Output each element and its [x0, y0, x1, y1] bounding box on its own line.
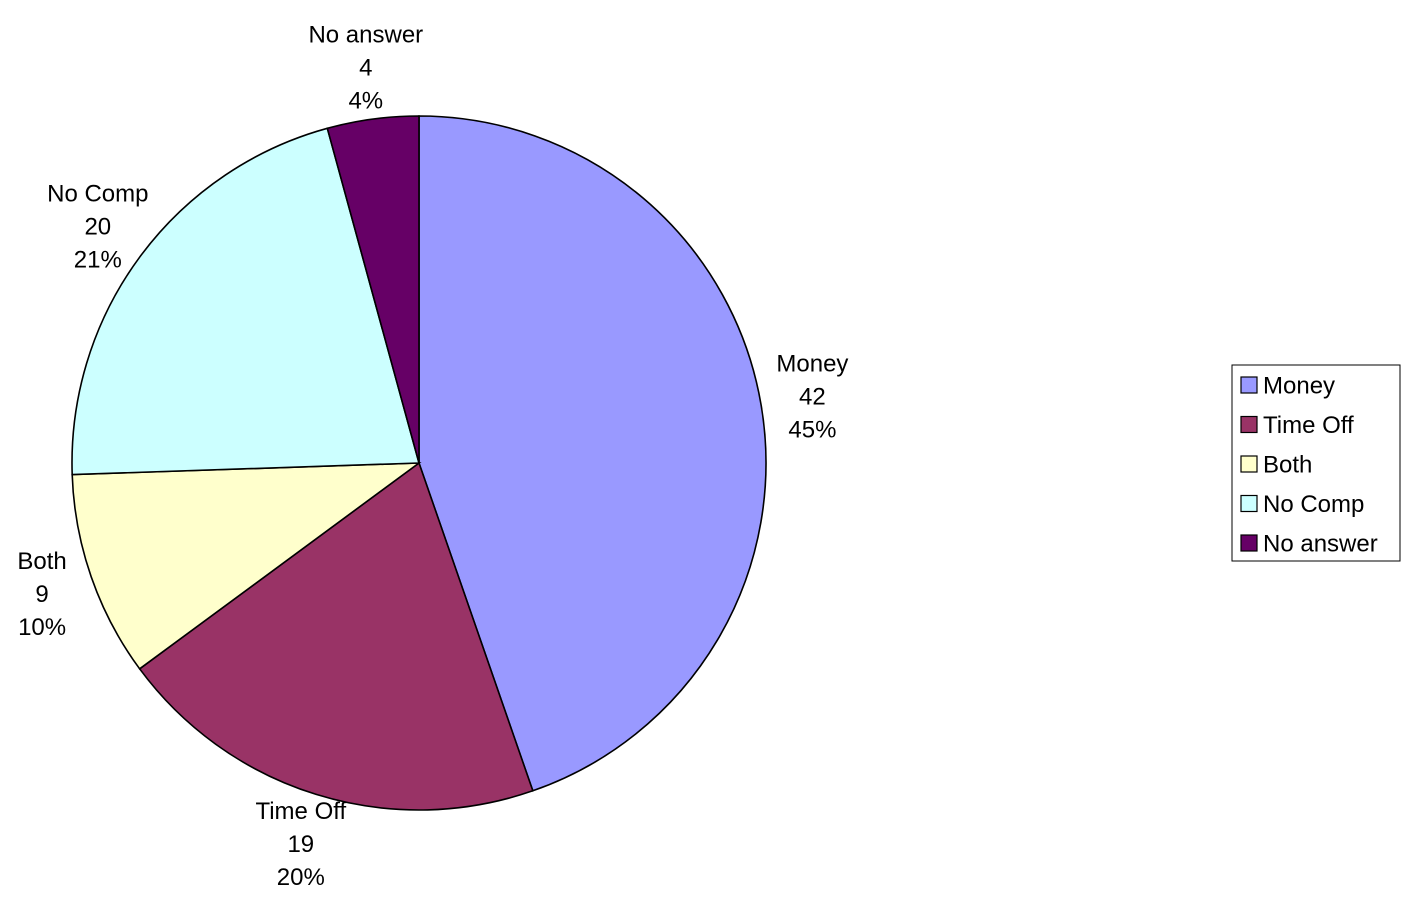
data-label-percent: 21% [74, 246, 122, 273]
legend-item-no-comp: No Comp [1240, 491, 1364, 518]
legend: Money Time Off Both No Comp No answer [1231, 364, 1401, 562]
data-label-category: No Comp [47, 180, 148, 207]
data-label-value: 4 [359, 55, 372, 82]
data-label-value: 20 [84, 213, 111, 240]
legend-item-both: Both [1240, 452, 1312, 479]
data-label-category: No answer [308, 22, 423, 49]
legend-swatch-time-off [1240, 415, 1258, 434]
data-label-percent: 10% [18, 614, 66, 641]
data-label-value: 19 [287, 831, 314, 858]
data-label-category: Money [776, 351, 848, 378]
legend-swatch-no-comp [1240, 494, 1258, 513]
data-label-time-off: Time Off 19 20% [255, 798, 346, 891]
slice-money [418, 115, 767, 792]
slice-no-comp [71, 127, 421, 476]
legend-swatch-money [1240, 376, 1258, 394]
legend-item-money: Money [1240, 373, 1335, 400]
data-label-no-answer: No answer 4 4% [308, 22, 423, 115]
slice-time-off [138, 461, 534, 811]
data-label-money: Money 42 45% [776, 351, 848, 444]
data-label-percent: 4% [348, 88, 383, 115]
legend-item-time-off: Time Off [1240, 412, 1354, 439]
data-label-percent: 20% [277, 864, 325, 891]
slice-both [71, 462, 422, 670]
data-label-category: Both [17, 548, 66, 575]
slice-no-answer [326, 115, 420, 464]
legend-label-time-off: Time Off [1263, 412, 1354, 439]
data-label-no-comp: No Comp 20 21% [47, 180, 148, 273]
legend-label-money: Money [1263, 373, 1335, 400]
data-label-percent: 45% [788, 417, 836, 444]
data-label-value: 9 [35, 581, 48, 608]
legend-swatch-no-answer [1240, 534, 1258, 552]
data-label-category: Time Off [255, 798, 346, 825]
data-label-both: Both 9 10% [17, 548, 66, 641]
legend-swatch-both [1240, 455, 1258, 473]
data-label-value: 42 [799, 384, 826, 411]
legend-item-no-answer: No answer [1240, 531, 1378, 558]
pie-slices [71, 115, 767, 811]
legend-label-both: Both [1263, 452, 1312, 479]
legend-box [1231, 364, 1401, 562]
pie-data-labels: Money 42 45% Time Off 19 20% Both 9 10% No Comp 20… [17, 22, 848, 891]
legend-label-no-comp: No Comp [1263, 491, 1364, 518]
legend-label-no-answer: No answer [1263, 531, 1378, 558]
